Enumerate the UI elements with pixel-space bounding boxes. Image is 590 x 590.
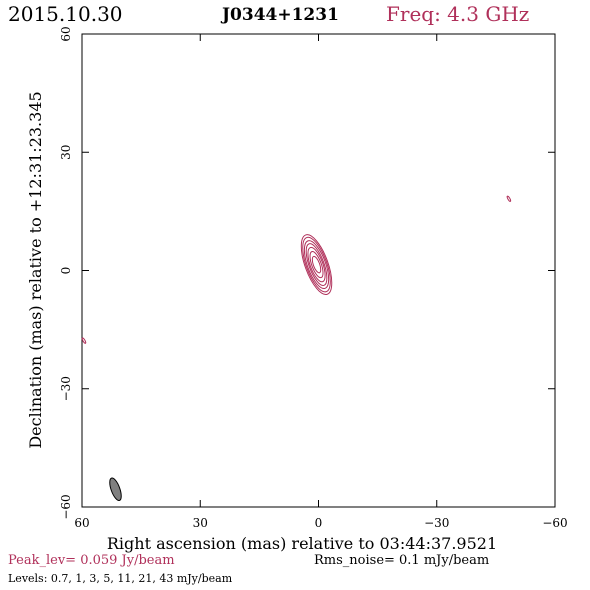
plot-frame	[81, 33, 556, 508]
contour-ellipse	[307, 246, 326, 283]
source-name: J0344+1231	[222, 5, 339, 25]
y-tick-label: −60	[59, 494, 73, 519]
y-tick-label: 60	[59, 26, 73, 41]
minor-contour	[81, 337, 87, 344]
tick-marks	[81, 33, 556, 508]
x-tick-label: 0	[315, 516, 323, 530]
y-axis-label: Declination (mas) relative to +12:31:23.…	[26, 91, 45, 448]
y-tick-label: 0	[59, 267, 73, 275]
contour-ellipse	[309, 251, 324, 279]
x-tick-label: −60	[542, 516, 567, 530]
contour-ellipse	[302, 236, 331, 293]
y-tick-label: −30	[59, 376, 73, 401]
observation-date: 2015.10.30	[8, 2, 123, 26]
x-axis-label: Right ascension (mas) relative to 03:44:…	[107, 534, 497, 553]
contours	[300, 234, 333, 295]
minor-features	[81, 195, 512, 344]
y-tick-label: 30	[59, 145, 73, 160]
beam	[109, 477, 122, 501]
x-tick-label: 60	[74, 516, 89, 530]
rms-noise: Rms_noise= 0.1 mJy/beam	[314, 553, 490, 568]
minor-contour	[506, 195, 512, 202]
contour-ellipse	[305, 243, 328, 286]
contour-ellipse	[311, 255, 322, 274]
beam-ellipse	[109, 477, 122, 501]
x-tick-label: −30	[424, 516, 449, 530]
x-tick-label: 30	[193, 516, 208, 530]
peak-level: Peak_lev= 0.059 Jy/beam	[8, 553, 175, 568]
contour-ellipse	[303, 240, 330, 289]
contour-levels: Levels: 0.7, 1, 3, 5, 11, 21, 43 mJy/bea…	[8, 572, 233, 585]
frequency-label: Freq: 4.3 GHz	[386, 2, 530, 26]
contour-ellipse	[300, 234, 333, 295]
